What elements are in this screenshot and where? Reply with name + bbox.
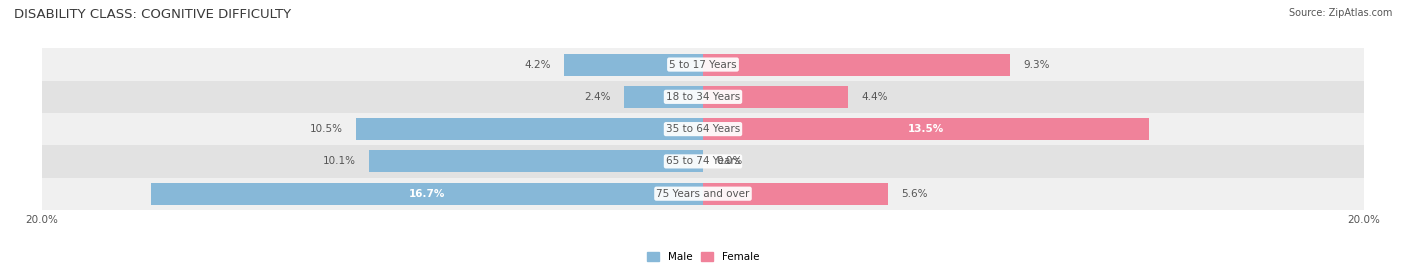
Text: 5 to 17 Years: 5 to 17 Years	[669, 59, 737, 70]
Bar	[564, 54, 703, 76]
Text: 0.0%: 0.0%	[716, 156, 742, 167]
Bar	[703, 86, 848, 108]
Text: 5.6%: 5.6%	[901, 189, 928, 199]
Bar	[356, 118, 703, 140]
Text: 4.4%: 4.4%	[862, 92, 889, 102]
Text: 10.5%: 10.5%	[309, 124, 343, 134]
Legend: Male, Female: Male, Female	[643, 247, 763, 266]
Text: 13.5%: 13.5%	[908, 124, 945, 134]
Bar	[42, 48, 1364, 81]
Bar	[42, 178, 1364, 210]
Bar	[703, 183, 889, 205]
Text: 4.2%: 4.2%	[524, 59, 551, 70]
Bar	[42, 113, 1364, 145]
Text: 2.4%: 2.4%	[583, 92, 610, 102]
Text: 75 Years and over: 75 Years and over	[657, 189, 749, 199]
Bar	[703, 54, 1011, 76]
Text: DISABILITY CLASS: COGNITIVE DIFFICULTY: DISABILITY CLASS: COGNITIVE DIFFICULTY	[14, 8, 291, 21]
Text: 18 to 34 Years: 18 to 34 Years	[666, 92, 740, 102]
Text: 65 to 74 Years: 65 to 74 Years	[666, 156, 740, 167]
Bar	[42, 81, 1364, 113]
Text: Source: ZipAtlas.com: Source: ZipAtlas.com	[1288, 8, 1392, 18]
Text: 16.7%: 16.7%	[409, 189, 446, 199]
Bar	[703, 118, 1149, 140]
Bar	[152, 183, 703, 205]
Text: 9.3%: 9.3%	[1024, 59, 1050, 70]
Bar	[624, 86, 703, 108]
Bar	[370, 150, 703, 172]
Text: 35 to 64 Years: 35 to 64 Years	[666, 124, 740, 134]
Bar	[42, 145, 1364, 178]
Text: 10.1%: 10.1%	[323, 156, 356, 167]
